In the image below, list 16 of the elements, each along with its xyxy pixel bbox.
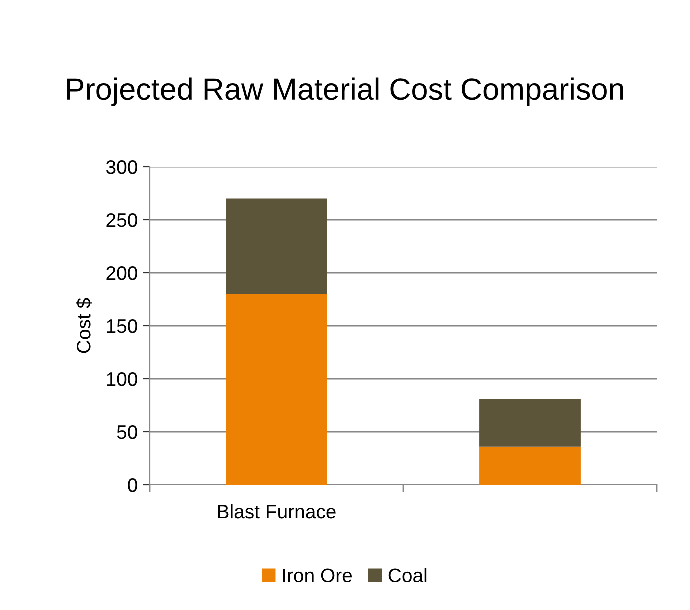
legend-label: Coal [388,568,427,583]
chart-title: Projected Raw Material Cost Comparison [67,78,624,106]
y-tick-label: 50 [117,425,138,440]
y-tick-label: 150 [107,319,138,334]
bar [226,294,328,485]
y-tick-label: 200 [106,266,138,280]
bar [480,446,581,485]
y-tick-label: 100 [107,372,138,386]
y-tick-label: 250 [106,213,138,228]
y-axis-title: Cost $ [76,298,92,354]
x-tick-label: Blast Furnace [218,504,336,519]
bar [480,399,581,447]
y-tick-label: 0 [128,478,138,492]
legend-label: Iron Ore [283,568,352,583]
bar [226,198,328,294]
y-tick-label: 300 [106,160,138,174]
